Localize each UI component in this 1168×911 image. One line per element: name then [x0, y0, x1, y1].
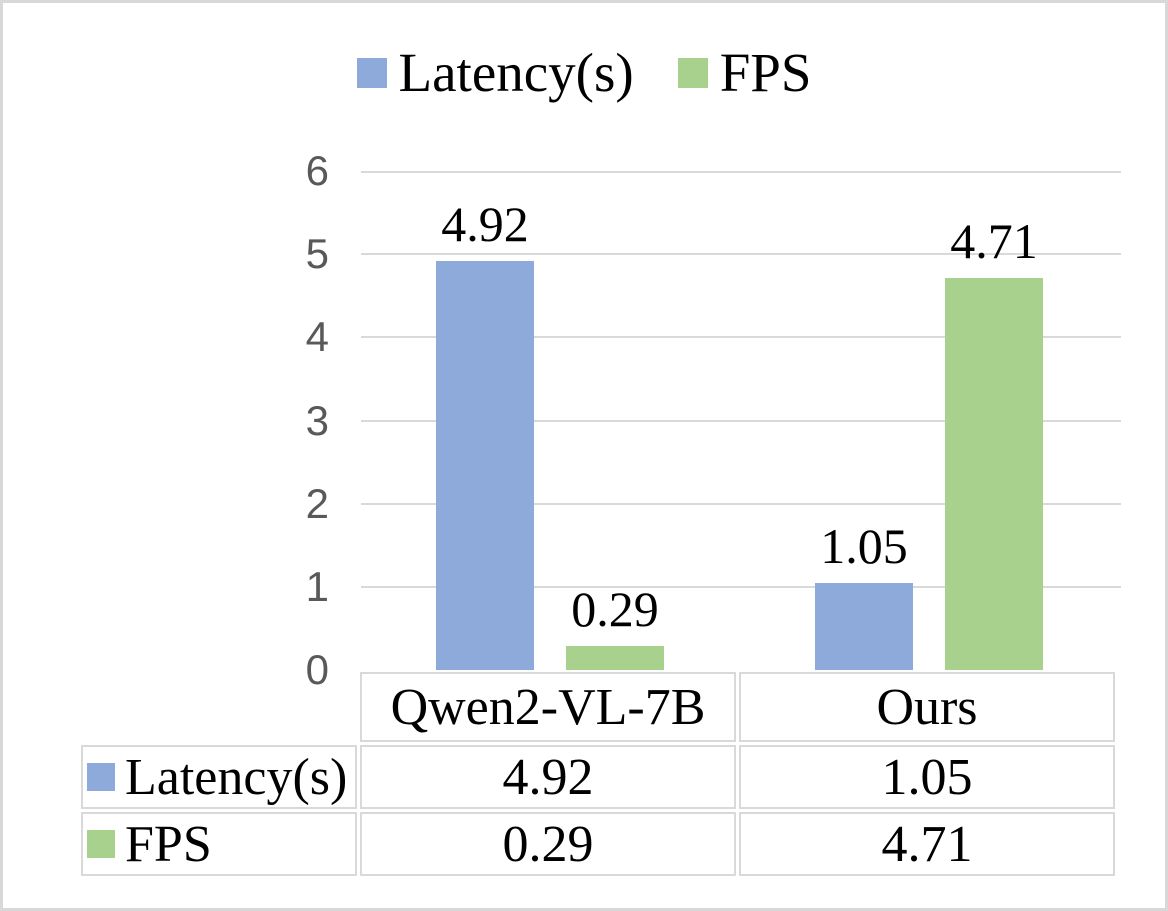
bar-fps-qwen2vl7b	[566, 645, 664, 670]
table-row-fps: FPS 0.29 4.71	[81, 812, 1115, 876]
latency-table-swatch-icon	[87, 763, 115, 791]
y-tick-5: 5	[305, 230, 329, 278]
legend-label-latency: Latency(s)	[398, 42, 634, 103]
gridline-1	[361, 585, 1121, 588]
chart-legend: Latency(s) FPS	[3, 41, 1165, 104]
legend-item-fps: FPS	[677, 41, 812, 104]
table-header-row: Qwen2-VL-7B Ours	[81, 672, 1115, 742]
y-tick-4: 4	[305, 313, 329, 361]
cell-fps-qwen2: 0.29	[360, 812, 736, 876]
table-row-latency: Latency(s) 4.92 1.05	[81, 745, 1115, 809]
legend-item-latency: Latency(s)	[356, 41, 634, 104]
bar-fps-ours	[945, 278, 1043, 670]
fps-table-swatch-icon	[87, 830, 115, 858]
gridline-2	[361, 502, 1121, 505]
table-corner-cell	[81, 672, 357, 742]
y-tick-1: 1	[305, 562, 329, 610]
row-label-latency-text: Latency(s)	[125, 748, 348, 806]
cell-latency-ours: 1.05	[739, 745, 1115, 809]
table-header-ours: Ours	[739, 672, 1115, 742]
gridline-4	[361, 336, 1121, 339]
plot-area: 4.92 0.29 1.05 4.71	[361, 171, 1121, 670]
cell-latency-qwen2: 4.92	[360, 745, 736, 809]
cell-fps-ours: 4.71	[739, 812, 1115, 876]
y-tick-0: 0	[305, 646, 329, 693]
bar-value-label: 1.05	[820, 517, 908, 574]
bar-value-label: 0.29	[571, 580, 659, 637]
bar-latencys-ours	[815, 582, 913, 670]
legend-label-fps: FPS	[719, 42, 812, 103]
row-label-latency: Latency(s)	[81, 745, 357, 809]
row-label-fps-text: FPS	[125, 815, 212, 873]
latency-legend-swatch-icon	[356, 57, 387, 88]
y-axis: 0 1 2 3 4 5 6	[3, 147, 329, 693]
gridline-3	[361, 419, 1121, 422]
gridline-5	[361, 253, 1121, 256]
y-tick-6: 6	[305, 147, 329, 194]
row-label-fps: FPS	[81, 812, 357, 876]
table-header-qwen2-vl-7b: Qwen2-VL-7B	[360, 672, 736, 742]
fps-legend-swatch-icon	[677, 57, 708, 88]
y-tick-3: 3	[305, 396, 329, 444]
data-table: Qwen2-VL-7B Ours Latency(s) 4.92 1.05 FP…	[78, 669, 1118, 879]
bar-value-label: 4.92	[441, 195, 529, 252]
y-tick-2: 2	[305, 479, 329, 527]
bar-latencys-qwen2vl7b	[436, 260, 534, 670]
bar-value-label: 4.71	[950, 213, 1038, 270]
gridline-6	[361, 171, 1121, 173]
